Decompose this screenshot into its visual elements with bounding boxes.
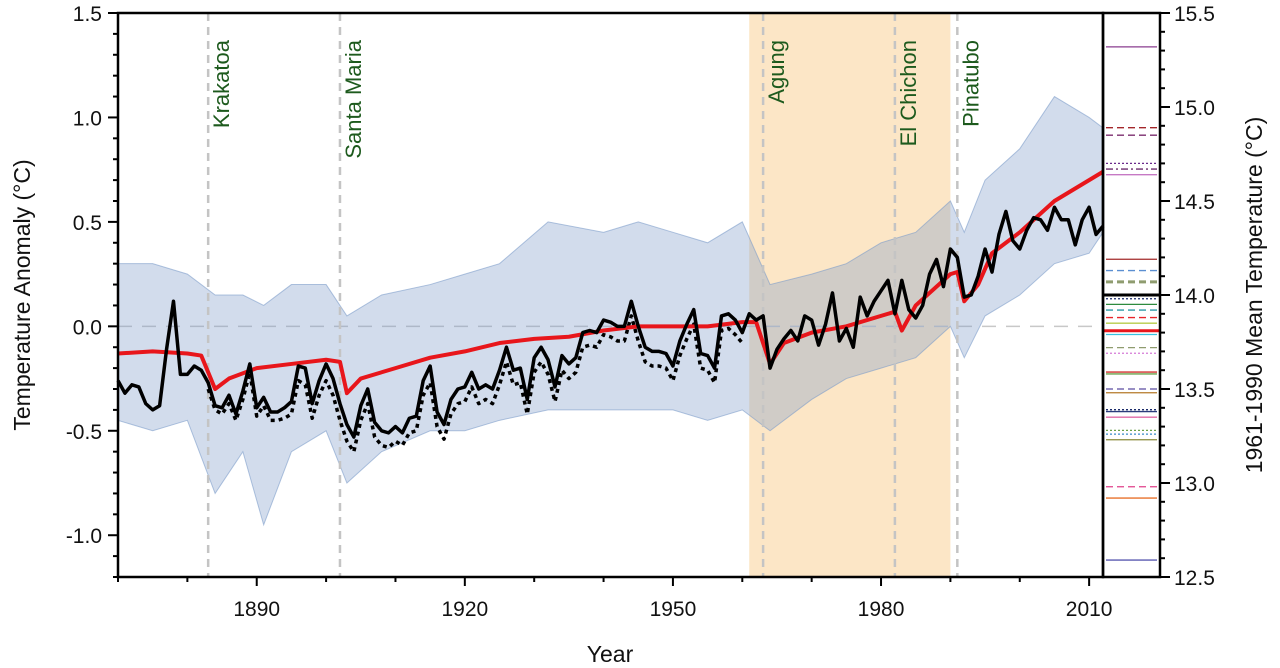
- y-right-tick-label: 14.5: [1174, 191, 1215, 214]
- volcano-label: Pinatubo: [958, 40, 983, 127]
- y-right-tick-label: 12.5: [1174, 567, 1215, 590]
- x-tick-label: 2010: [1066, 598, 1113, 621]
- axes-layer: 1890 1920 1950 1980 2010 -1.0 -0.5 0.0 0.5 1.0 1.5…: [66, 3, 1215, 621]
- series-layer: [116, 170, 1105, 454]
- y-right-tick-label: 13.0: [1174, 473, 1215, 496]
- volcano-label: Krakatoa: [209, 39, 234, 128]
- reference-period-layer: [118, 13, 1103, 577]
- volcano-label: El Chichon: [896, 40, 921, 146]
- x-axis-title: Year: [587, 641, 634, 667]
- y-tick-label: 0.0: [73, 316, 102, 339]
- model-spread-layer: [117, 95, 1104, 527]
- x-tick-label: 1920: [441, 598, 488, 621]
- volcano-label: Agung: [764, 40, 789, 104]
- y-right-tick-label: 15.5: [1174, 3, 1215, 26]
- x-tick-label: 1950: [650, 598, 697, 621]
- y-tick-label: 0.5: [73, 212, 102, 235]
- y-axis-right-title: 1961-1990 Mean Temperature (°C): [1241, 117, 1267, 474]
- volcano-label: Santa Maria: [341, 39, 366, 158]
- x-tick-label: 1980: [858, 598, 905, 621]
- volcano-layer: Krakatoa Santa Maria Agung El Chichon Pinatu…: [206, 13, 983, 577]
- y-axis-title: Temperature Anomaly (°C): [9, 159, 35, 430]
- reference-period-shading: [749, 13, 951, 577]
- y-right-tick-label: 14.0: [1174, 285, 1215, 308]
- y-tick-label: 1.0: [73, 107, 102, 130]
- x-tick-label: 1890: [233, 598, 280, 621]
- observations-dotted-line: [206, 314, 744, 454]
- observations-line: [116, 205, 1105, 439]
- y-right-tick-label: 15.0: [1174, 97, 1215, 120]
- model-spread-band: [117, 95, 1104, 527]
- y-tick-label: -1.0: [66, 525, 102, 548]
- multi-model-mean-line: [117, 170, 1105, 396]
- y-right-tick-label: 13.5: [1174, 379, 1215, 402]
- y-tick-label: -0.5: [66, 421, 102, 444]
- model-mean-temperature-panel: [1103, 46, 1160, 561]
- y-tick-label: 1.5: [73, 3, 102, 26]
